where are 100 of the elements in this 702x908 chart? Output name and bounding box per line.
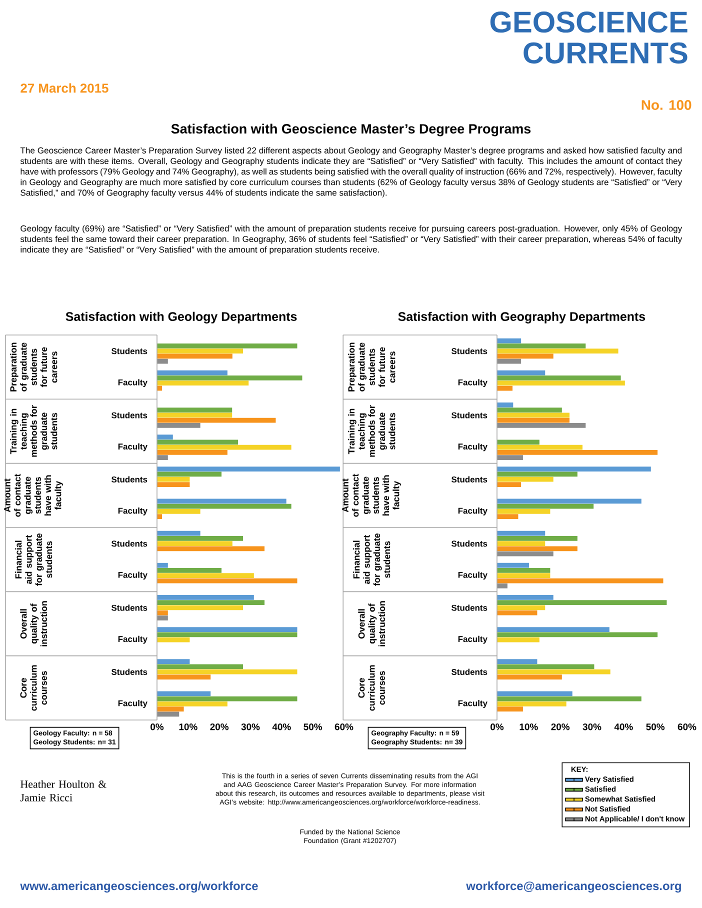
bar	[157, 573, 254, 578]
bar	[157, 380, 249, 386]
bar	[157, 509, 200, 514]
y-tick-label: Faculty	[118, 443, 148, 452]
y-tick-label: Faculty	[458, 572, 488, 580]
x-tick-label: 60%	[334, 724, 354, 730]
bar	[497, 418, 570, 423]
y-tick-label: Students	[112, 476, 148, 482]
text: Overall quality of instruction	[358, 601, 386, 646]
bar	[497, 504, 594, 509]
text: 27 March 2015	[20, 83, 108, 93]
x-tick-label: 50%	[646, 724, 665, 730]
x-tick-label: 10%	[520, 724, 538, 730]
bar	[157, 472, 222, 477]
bar	[157, 455, 168, 460]
text: Overall quality of instruction	[20, 601, 48, 646]
bar	[497, 541, 546, 546]
bar	[497, 348, 618, 354]
text: Satisfaction with Geoscience Master’s Degree Programs	[171, 124, 531, 136]
x-tick-label: 40%	[272, 724, 291, 730]
bar	[157, 498, 286, 504]
bar	[497, 466, 651, 472]
y-tick-label: Students	[112, 668, 148, 675]
text: Financial aid support for graduate students	[353, 533, 390, 586]
bar	[157, 444, 292, 450]
bar	[157, 530, 200, 536]
bar	[497, 562, 529, 568]
bar	[157, 423, 200, 428]
x-tick-label: 40%	[614, 724, 633, 730]
text: No. 100	[642, 100, 692, 110]
bar	[157, 702, 228, 706]
y-tick-label: Students	[112, 540, 148, 547]
y-tick-label: Students	[112, 412, 148, 418]
text: Financial aid support for graduate students	[15, 533, 52, 586]
bar	[497, 632, 658, 638]
text: Preparation of graduate students for future careers	[10, 342, 58, 392]
y-tick-label: Faculty	[118, 636, 148, 644]
bar	[157, 605, 244, 610]
text: GEOSCIENCE CURRENTS	[490, 12, 688, 64]
bar	[157, 712, 180, 717]
bar	[157, 706, 184, 712]
bar	[157, 541, 232, 546]
bar	[497, 482, 522, 487]
bar	[157, 476, 190, 482]
bar	[497, 674, 562, 680]
bar	[497, 610, 538, 616]
bar	[157, 434, 173, 440]
bar	[497, 509, 550, 514]
bar	[157, 348, 244, 354]
annotation: Amount of contact graduate students have with faculty	[342, 474, 402, 517]
text: workforce@americangeosciences.org	[466, 881, 681, 893]
y-tick-label: Faculty	[118, 508, 148, 516]
bar	[157, 354, 232, 359]
bar	[497, 578, 664, 584]
bar	[497, 380, 625, 386]
x-tick-label: 60%	[678, 724, 696, 730]
x-tick-label: 0%	[150, 724, 164, 730]
bar	[497, 664, 594, 670]
bar	[497, 338, 522, 344]
bar	[157, 696, 298, 702]
y-tick-label: Faculty	[458, 508, 488, 516]
bar	[497, 530, 546, 536]
bar	[497, 412, 570, 418]
text: Heather Houlton & Jamie Ricci	[20, 780, 106, 802]
x-tick-label: 20%	[551, 724, 570, 730]
bar	[497, 343, 586, 348]
bar	[497, 691, 572, 696]
text: Training in teaching methods for graduate students	[348, 405, 396, 457]
bar	[497, 440, 540, 445]
x-tick-label: 20%	[210, 724, 229, 730]
bar	[497, 696, 642, 702]
bar	[497, 455, 523, 460]
bar	[157, 370, 228, 376]
bar	[497, 627, 610, 632]
bar	[497, 573, 550, 578]
bar	[497, 659, 538, 664]
y-tick-label: Students	[452, 348, 488, 354]
y-tick-label: Faculty	[118, 379, 148, 388]
bar	[497, 408, 562, 413]
bar	[157, 482, 190, 487]
y-tick-label: Faculty	[118, 700, 148, 708]
y-tick-label: Students	[112, 604, 148, 611]
bar	[497, 358, 522, 364]
bar	[497, 444, 582, 450]
bar	[497, 605, 546, 610]
bar	[157, 504, 292, 509]
bar	[157, 616, 168, 620]
bar	[157, 536, 244, 541]
bar	[157, 691, 211, 696]
bar	[497, 595, 554, 600]
bar	[157, 514, 162, 520]
bar	[157, 659, 190, 664]
bar	[157, 562, 168, 568]
text: www.americangeosciences.org/workforce	[20, 881, 258, 893]
chart-title: Satisfaction with Geography Departments	[398, 312, 646, 324]
bar	[157, 450, 228, 455]
y-tick-label: Students	[112, 348, 148, 354]
bar	[157, 600, 265, 606]
y-tick-label: Students	[452, 412, 488, 418]
x-tick-label: 10%	[179, 724, 198, 730]
